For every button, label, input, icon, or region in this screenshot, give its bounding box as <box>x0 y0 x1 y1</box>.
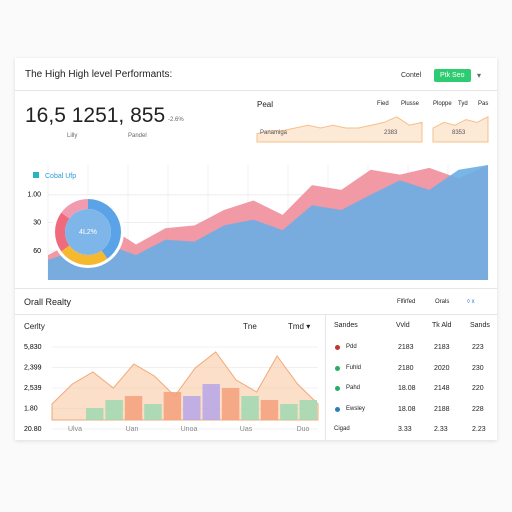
divider <box>15 90 497 91</box>
donut-slice <box>61 199 88 219</box>
bar <box>280 404 298 420</box>
bar <box>202 384 220 420</box>
y-label: 1.80 <box>24 405 38 412</box>
tab[interactable]: Pas <box>478 101 489 107</box>
cell: 2020 <box>434 364 450 372</box>
cell: 2183 <box>398 344 414 351</box>
divider <box>325 314 326 440</box>
annotation: Panamiga <box>260 130 288 136</box>
y-label: 2,539 <box>24 385 42 392</box>
cell: 2148 <box>434 385 450 392</box>
donut-slice <box>88 199 121 259</box>
bar <box>260 400 279 420</box>
tool[interactable]: Orals <box>435 299 450 305</box>
cell: 2188 <box>434 405 450 413</box>
mini-title: Ploppe <box>433 101 452 107</box>
tab[interactable]: Tyd <box>458 101 468 107</box>
y-tick-label: 60 <box>33 248 41 255</box>
bar <box>86 408 104 420</box>
cell: 228 <box>472 405 484 413</box>
y-label: 2,399 <box>24 364 42 371</box>
area-chart: 1.00 30 60 4L2% <box>27 165 489 280</box>
tab[interactable]: Plusse <box>401 101 420 107</box>
cell: Pahd <box>346 385 361 391</box>
tool[interactable]: Flfirfed <box>397 299 416 305</box>
y-tick-label: 1.00 <box>27 192 41 199</box>
cell: Cigad <box>334 426 350 432</box>
bar <box>299 400 317 420</box>
cell: 223 <box>472 344 484 351</box>
bar <box>144 404 162 420</box>
y-tick-label: 30 <box>33 219 41 226</box>
title: The High High level Performants: <box>25 69 173 80</box>
row-icon <box>335 406 340 412</box>
cell: 220 <box>472 385 484 392</box>
row-icon <box>335 365 340 371</box>
cell: 2.33 <box>434 426 448 433</box>
kpi-change: -2.6% <box>168 117 184 123</box>
x-label: Duo <box>297 426 310 433</box>
mini-chart <box>432 115 489 143</box>
column-header: Sands <box>470 322 490 329</box>
divider <box>15 314 497 315</box>
donut-slice <box>61 245 108 265</box>
button[interactable]: Contel <box>401 72 422 79</box>
annotation: 2383 <box>384 130 398 136</box>
cell: Fuhld <box>346 364 362 371</box>
annotation: 8353 <box>452 130 466 136</box>
y-label: 5,830 <box>24 344 42 351</box>
cell: 2183 <box>434 344 450 351</box>
combo-chart: 5,830 2,399 2,539 1.80 20.80 Ulva Uan Unoa Uas Du… <box>24 344 319 433</box>
cell: 18.08 <box>398 405 416 413</box>
divider <box>15 288 497 289</box>
donut-hole <box>65 209 111 255</box>
donut-label: 4L2% <box>79 229 97 236</box>
cell: Pdd <box>346 344 357 350</box>
cell: 2180 <box>398 364 414 372</box>
column-header: Cerlty <box>24 322 45 331</box>
x-label: Unoa <box>181 426 198 433</box>
donut-slice <box>55 212 70 252</box>
column-header: Tne <box>243 322 257 331</box>
cell: 3.33 <box>398 426 412 433</box>
area <box>48 165 488 280</box>
x-label: Ulva <box>68 426 82 433</box>
bar <box>163 392 182 420</box>
menu[interactable]: ▾ <box>477 71 482 80</box>
x-label: Uan <box>126 426 139 433</box>
area <box>256 116 423 143</box>
column-header: Tk Ald <box>432 322 452 329</box>
column-header[interactable]: Tmd ▾ <box>288 322 311 331</box>
row-icon <box>335 386 340 391</box>
mini-title: Peal <box>257 100 274 109</box>
row-icon <box>335 345 340 350</box>
mini-chart <box>256 116 423 143</box>
bar <box>105 400 123 420</box>
bar <box>241 396 259 420</box>
kpi-label: Pandel <box>128 133 147 139</box>
cell: Ewsley <box>346 405 366 412</box>
legend: Cobal Ufp <box>33 172 76 180</box>
y-label: 20.80 <box>24 426 42 433</box>
column-header: Sandes <box>334 322 358 329</box>
legend-label: Cobal Ufp <box>45 173 77 180</box>
kpi-label: Lilly <box>67 133 78 139</box>
section-title: Orall Realty <box>24 297 72 307</box>
cell: 18.08 <box>398 385 416 392</box>
column-header: Vvld <box>396 322 410 329</box>
button[interactable]: Ptk Seo <box>434 69 471 82</box>
tool[interactable]: ◊ x <box>467 299 475 305</box>
x-label: Uas <box>240 426 253 433</box>
bar <box>221 388 240 420</box>
cell: 230 <box>472 364 484 372</box>
bar <box>183 396 201 420</box>
cell: 2.23 <box>472 426 486 433</box>
bar <box>124 396 143 420</box>
area <box>432 115 489 143</box>
tab[interactable]: Fied <box>377 101 389 107</box>
kpi-value: 16,5 1251, 855 <box>25 104 166 127</box>
